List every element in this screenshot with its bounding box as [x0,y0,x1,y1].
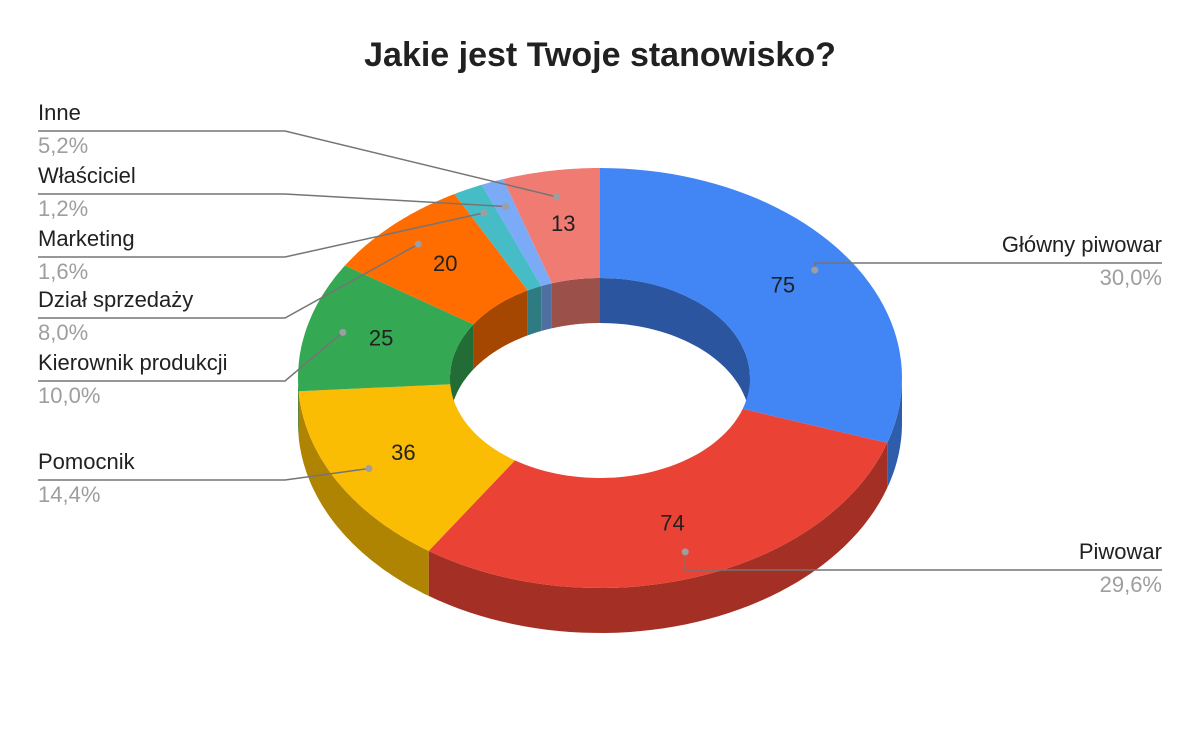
slice [298,384,515,551]
slice-side [298,378,299,437]
slice-inner-side [450,324,474,423]
slice-inner-side [600,278,750,423]
value-label: 25 [369,325,393,350]
slice-inner-side [541,283,552,331]
leader-line [38,243,419,319]
percent-label: 1,2% [38,196,88,221]
percent-label: 10,0% [38,383,100,408]
leader-dot [365,464,373,472]
leader-line [38,212,485,258]
leader-dot [480,209,488,217]
percent-label: 29,6% [1100,572,1162,597]
legend-label: Właściciel [38,163,136,188]
slice [428,408,888,588]
percent-label: 1,6% [38,259,88,284]
legend-label: Główny piwowar [1002,232,1162,257]
leader-dot [414,240,422,248]
leader-line [38,193,506,208]
slice [503,168,600,284]
leader-dot [501,202,509,210]
leader-dot [553,193,561,201]
slice-side [887,378,902,488]
value-label: 36 [391,440,415,465]
slice-inner-side [473,290,528,370]
percent-label: 14,4% [38,482,100,507]
leader-dot [339,328,347,336]
legend-label: Dział sprzedaży [38,287,193,312]
value-label: 13 [551,211,575,236]
slice [298,265,474,392]
leader-line [38,331,344,382]
chart-title: Jakie jest Twoje stanowisko? [364,36,836,74]
value-label: 20 [433,251,457,276]
leader-line [38,467,370,481]
leader-dot [811,266,819,274]
percent-label: 5,2% [38,133,88,158]
value-label: 75 [771,273,795,298]
slice-inner-side [527,286,542,336]
percent-label: 30,0% [1100,265,1162,290]
slice [600,168,902,443]
leader-line [684,551,1162,571]
slice [345,194,528,325]
slice-inner-side [551,278,600,329]
percent-label: 8,0% [38,320,88,345]
slice-side [298,391,429,596]
slice-side [428,442,888,633]
leader-line [38,130,557,198]
legend-label: Marketing [38,226,135,251]
legend-label: Inne [38,100,81,125]
legend-label: Pomocnik [38,449,136,474]
leader-dot [681,548,689,556]
legend-label: Kierownik produkcji [38,350,228,375]
legend-label: Piwowar [1079,539,1162,564]
value-label: 74 [660,511,684,536]
slice [454,184,542,291]
